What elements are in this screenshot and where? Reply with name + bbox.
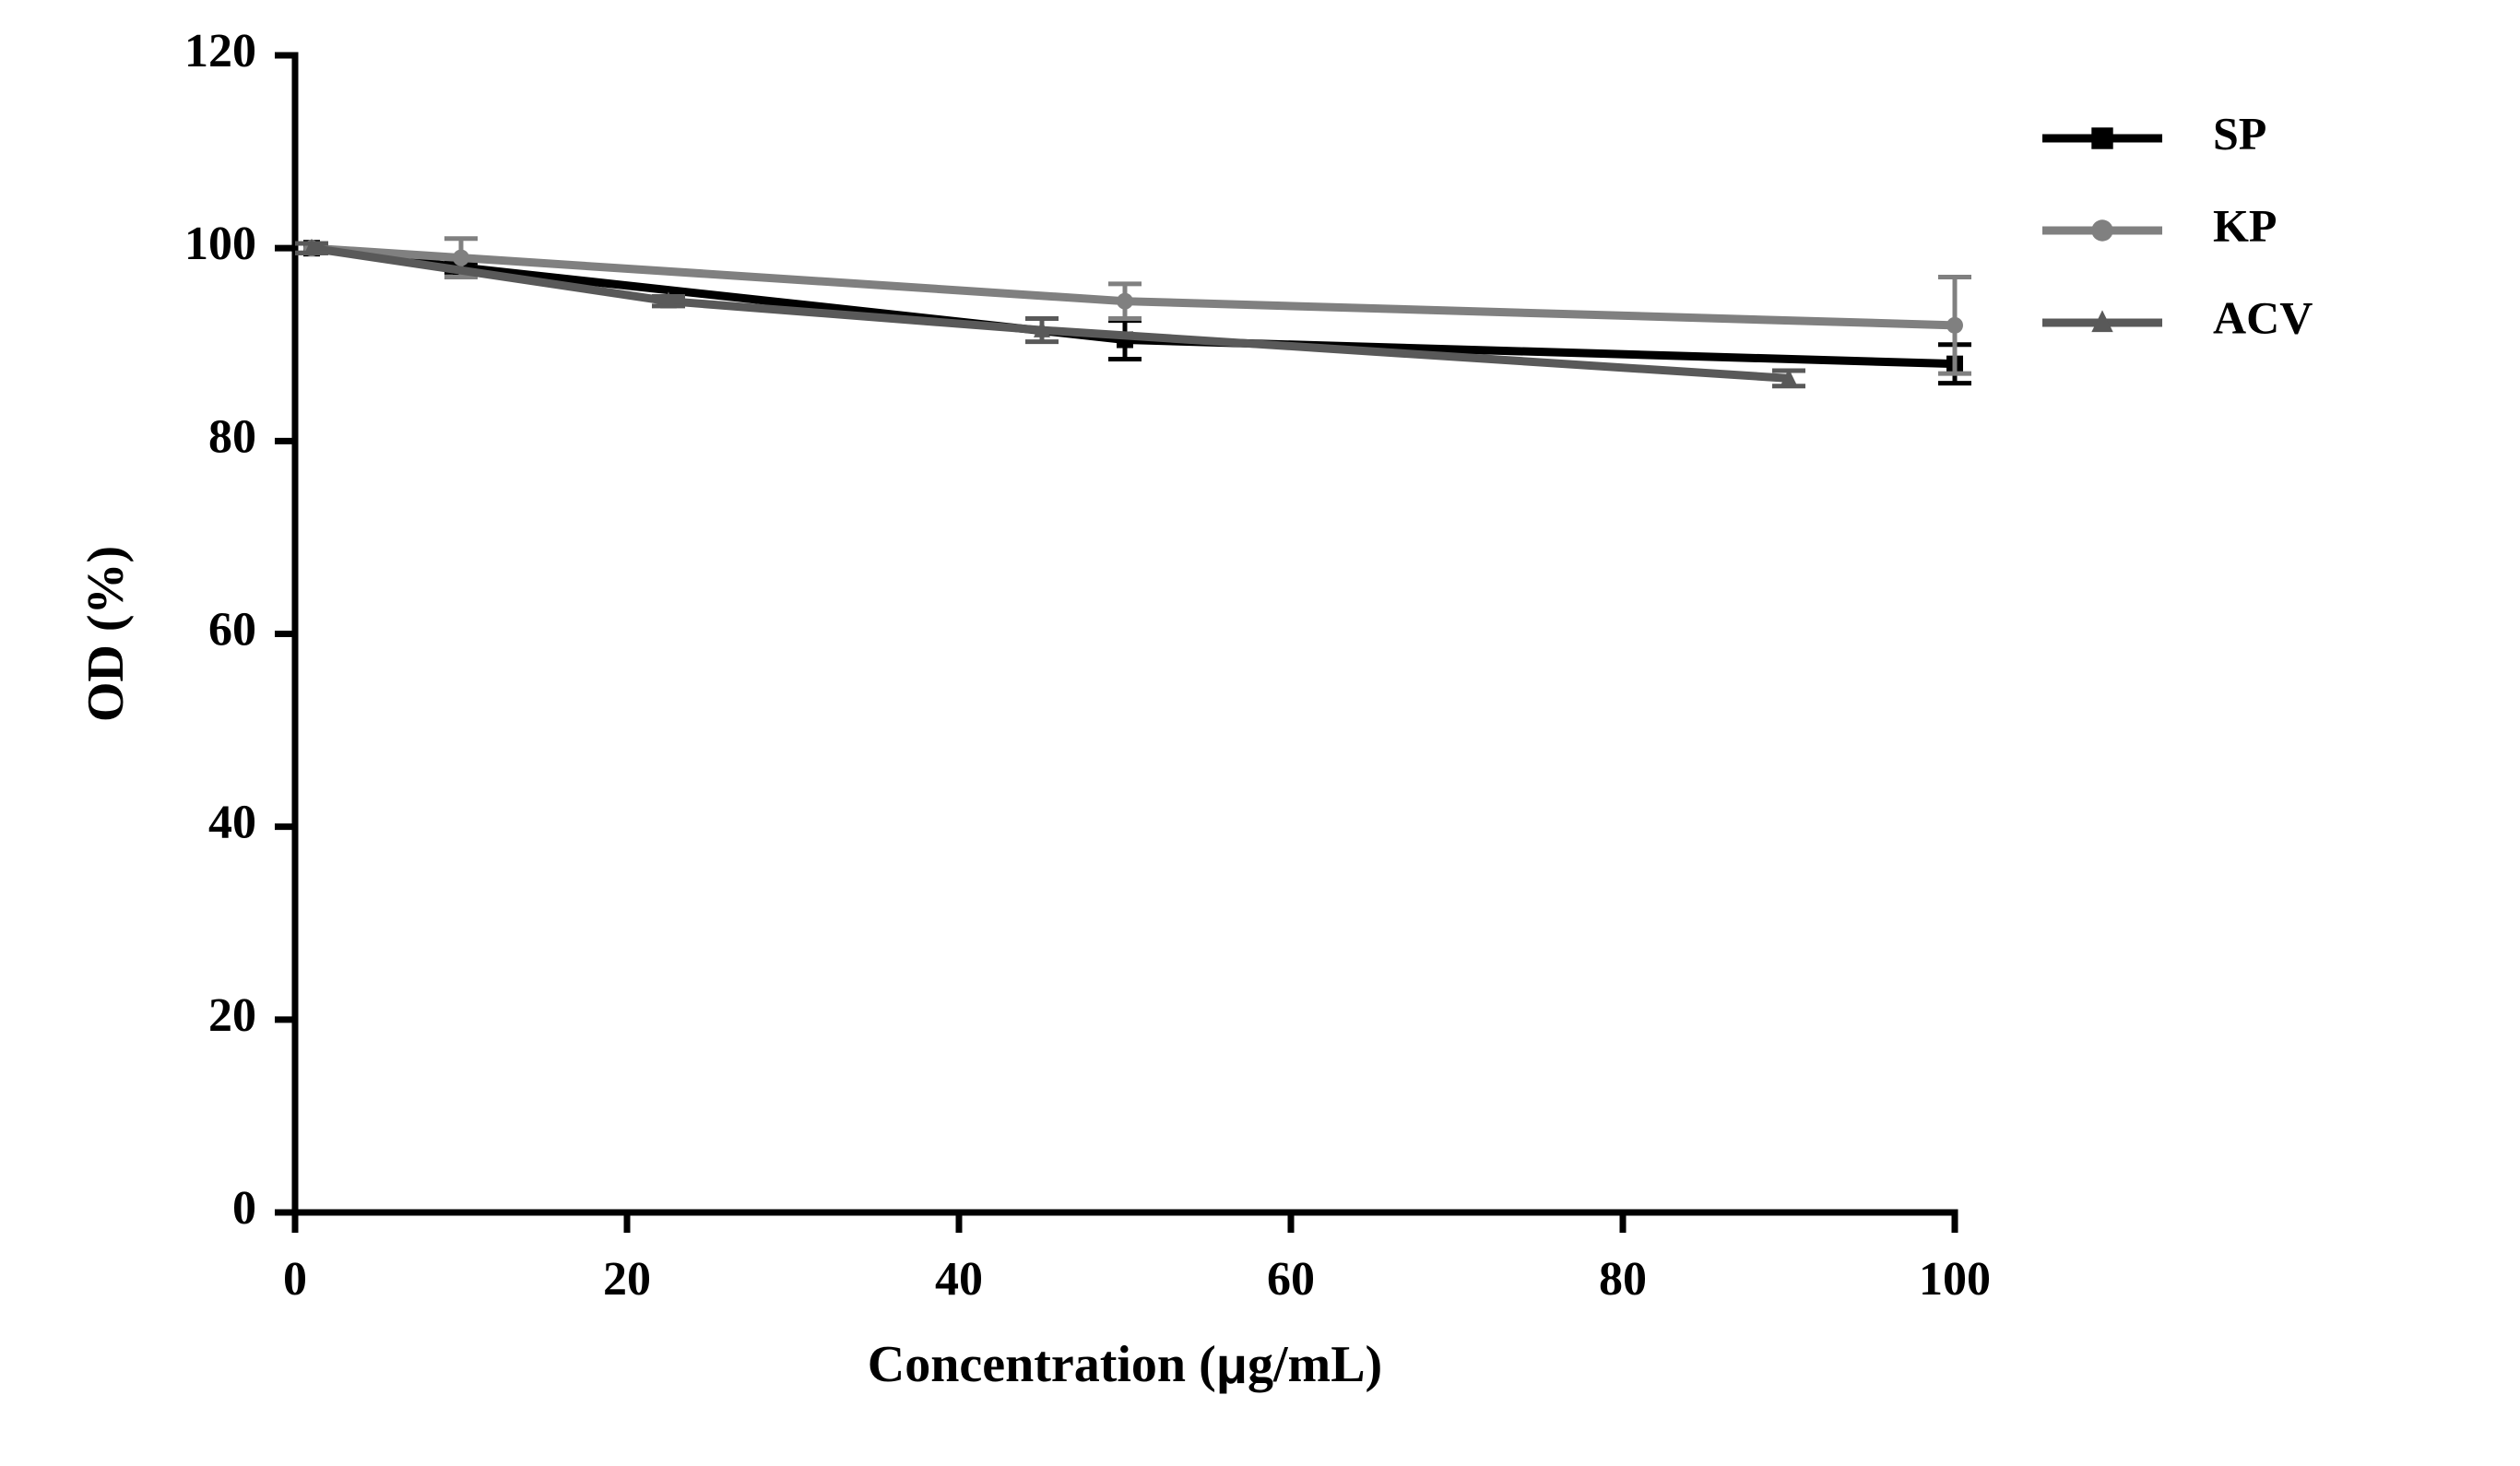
x-tick-label: 40 — [935, 1253, 983, 1306]
data-marker — [453, 250, 469, 266]
y-tick-label: 0 — [232, 1182, 256, 1235]
legend-label: KP — [2213, 199, 2277, 251]
y-axis-label: OD (%) — [77, 546, 135, 722]
data-marker — [2091, 219, 2112, 241]
data-marker — [2091, 127, 2112, 148]
x-tick-label: 80 — [1599, 1253, 1647, 1306]
y-tick-label: 100 — [184, 218, 256, 270]
legend-label: SP — [2213, 107, 2266, 159]
od-concentration-chart: 0 20 40 60 80 100 120 0 20 40 60 80 100 OD (%) Concent… — [0, 0, 2520, 1466]
y-tick-label: 20 — [208, 989, 256, 1042]
data-marker — [1117, 293, 1133, 310]
legend-label: ACV — [2213, 291, 2313, 343]
x-tick-label: 20 — [603, 1253, 651, 1306]
y-tick-label: 40 — [208, 797, 256, 849]
y-tick-label: 120 — [184, 25, 256, 77]
x-axis-label: Concentration (μg/mL) — [868, 1336, 1382, 1394]
y-tick-label: 60 — [208, 603, 256, 656]
data-marker — [1946, 317, 1963, 334]
y-tick-label: 80 — [208, 410, 256, 463]
x-tick-label: 60 — [1267, 1253, 1315, 1306]
x-tick-label: 100 — [1919, 1253, 1991, 1306]
x-tick-label: 0 — [283, 1253, 307, 1306]
